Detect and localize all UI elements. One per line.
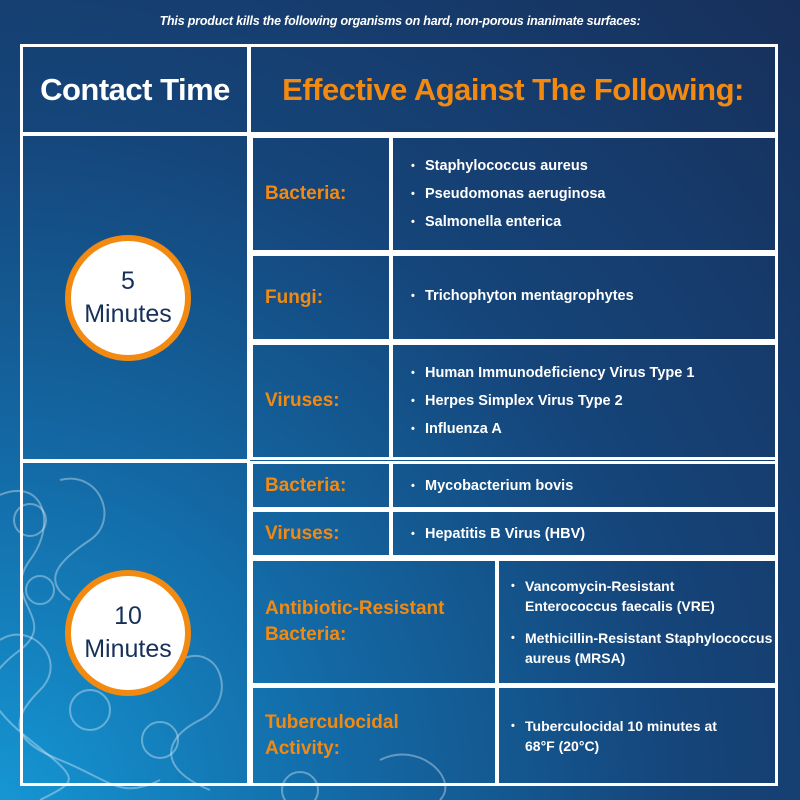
label-bacteria-10: Bacteria: [250, 461, 392, 510]
list-item: Influenza A [411, 419, 775, 439]
time-badge-5-minutes: 5 Minutes [65, 235, 191, 361]
list-fungi: Trichophyton mentagrophytes [390, 253, 778, 342]
time-badge-10-minutes: 10 Minutes [65, 570, 191, 696]
label-bacteria: Bacteria: [250, 135, 392, 253]
time-unit: Minutes [84, 300, 172, 328]
label-tuberculocidal: Tuberculocidal Activity: [250, 685, 498, 786]
list-item: Human Immunodeficiency Virus Type 1 [411, 363, 775, 383]
list-item: Pseudomonas aeruginosa [411, 184, 775, 204]
list-item: Hepatitis B Virus (HBV) [411, 524, 775, 544]
list-item: Tuberculocidal 10 minutes at 68°F (20°C) [511, 716, 725, 756]
time-unit: Minutes [84, 635, 172, 663]
label-viruses-10: Viruses: [250, 509, 392, 558]
header-effective-against: Effective Against The Following: [248, 44, 778, 135]
list-viruses: Human Immunodeficiency Virus Type 1 Herp… [390, 342, 778, 460]
list-item: Vancomycin-Resistant Enterococcus faecal… [511, 576, 715, 616]
list-item: Staphylococcus aureus [411, 156, 775, 176]
label-viruses: Viruses: [250, 342, 392, 460]
section-10-minutes [20, 460, 250, 786]
list-item: Methicillin-Resistant Staphylococcus aur… [511, 628, 775, 668]
list-viruses-10: Hepatitis B Virus (HBV) [390, 509, 778, 558]
list-item: Salmonella enterica [411, 212, 775, 232]
list-item: Mycobacterium bovis [411, 476, 775, 496]
list-bacteria-10: Mycobacterium bovis [390, 461, 778, 510]
list-bacteria: Staphylococcus aureus Pseudomonas aerugi… [390, 135, 778, 253]
list-item: Trichophyton mentagrophytes [411, 286, 775, 306]
list-item: Herpes Simplex Virus Type 2 [411, 391, 775, 411]
label-fungi: Fungi: [250, 253, 392, 342]
header-contact-time: Contact Time [20, 44, 250, 135]
time-number: 5 [121, 267, 135, 295]
time-number: 10 [114, 602, 142, 630]
list-antibiotic-resistant: Vancomycin-Resistant Enterococcus faecal… [496, 558, 778, 686]
list-tuberculocidal: Tuberculocidal 10 minutes at 68°F (20°C) [496, 685, 778, 786]
subtitle: This product kills the following organis… [159, 14, 641, 28]
label-antibiotic-resistant: Antibiotic-Resistant Bacteria: [250, 558, 498, 686]
